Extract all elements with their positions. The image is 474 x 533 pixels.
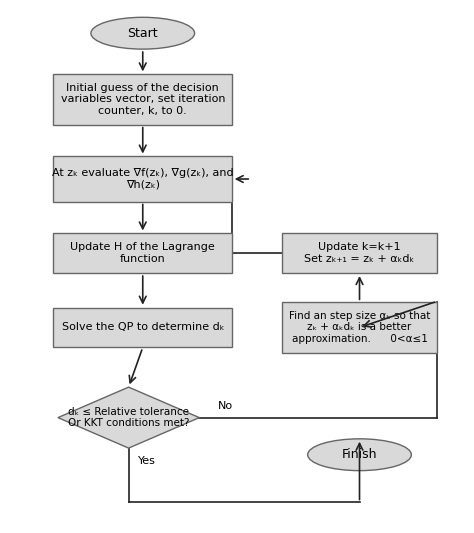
Text: Yes: Yes [138, 456, 156, 466]
FancyBboxPatch shape [53, 157, 232, 201]
Text: Finish: Finish [342, 448, 377, 461]
FancyBboxPatch shape [53, 74, 232, 125]
Text: Find an step size αₖ so that
zₖ + αₖdₖ is a better
approximation.      0<α≤1: Find an step size αₖ so that zₖ + αₖdₖ i… [289, 311, 430, 344]
FancyBboxPatch shape [53, 308, 232, 348]
Text: Update H of the Lagrange
function: Update H of the Lagrange function [70, 243, 215, 264]
Ellipse shape [91, 17, 195, 49]
Polygon shape [58, 387, 199, 448]
Text: Start: Start [128, 27, 158, 39]
Text: Update k=k+1
Set zₖ₊₁ = zₖ + αₖdₖ: Update k=k+1 Set zₖ₊₁ = zₖ + αₖdₖ [304, 243, 415, 264]
Text: At zₖ evaluate ∇f(zₖ), ∇g(zₖ), and
∇h(zₖ): At zₖ evaluate ∇f(zₖ), ∇g(zₖ), and ∇h(zₖ… [52, 168, 234, 190]
FancyBboxPatch shape [282, 302, 438, 353]
Text: Solve the QP to determine dₖ: Solve the QP to determine dₖ [62, 322, 224, 333]
Text: No: No [218, 401, 233, 411]
FancyBboxPatch shape [282, 233, 438, 273]
Text: Initial guess of the decision
variables vector, set iteration
counter, k, to 0.: Initial guess of the decision variables … [61, 83, 225, 116]
Text: dₖ ≤ Relative tolerance
Or KKT conditions met?: dₖ ≤ Relative tolerance Or KKT condition… [68, 407, 190, 429]
FancyBboxPatch shape [53, 233, 232, 273]
Ellipse shape [308, 439, 411, 471]
